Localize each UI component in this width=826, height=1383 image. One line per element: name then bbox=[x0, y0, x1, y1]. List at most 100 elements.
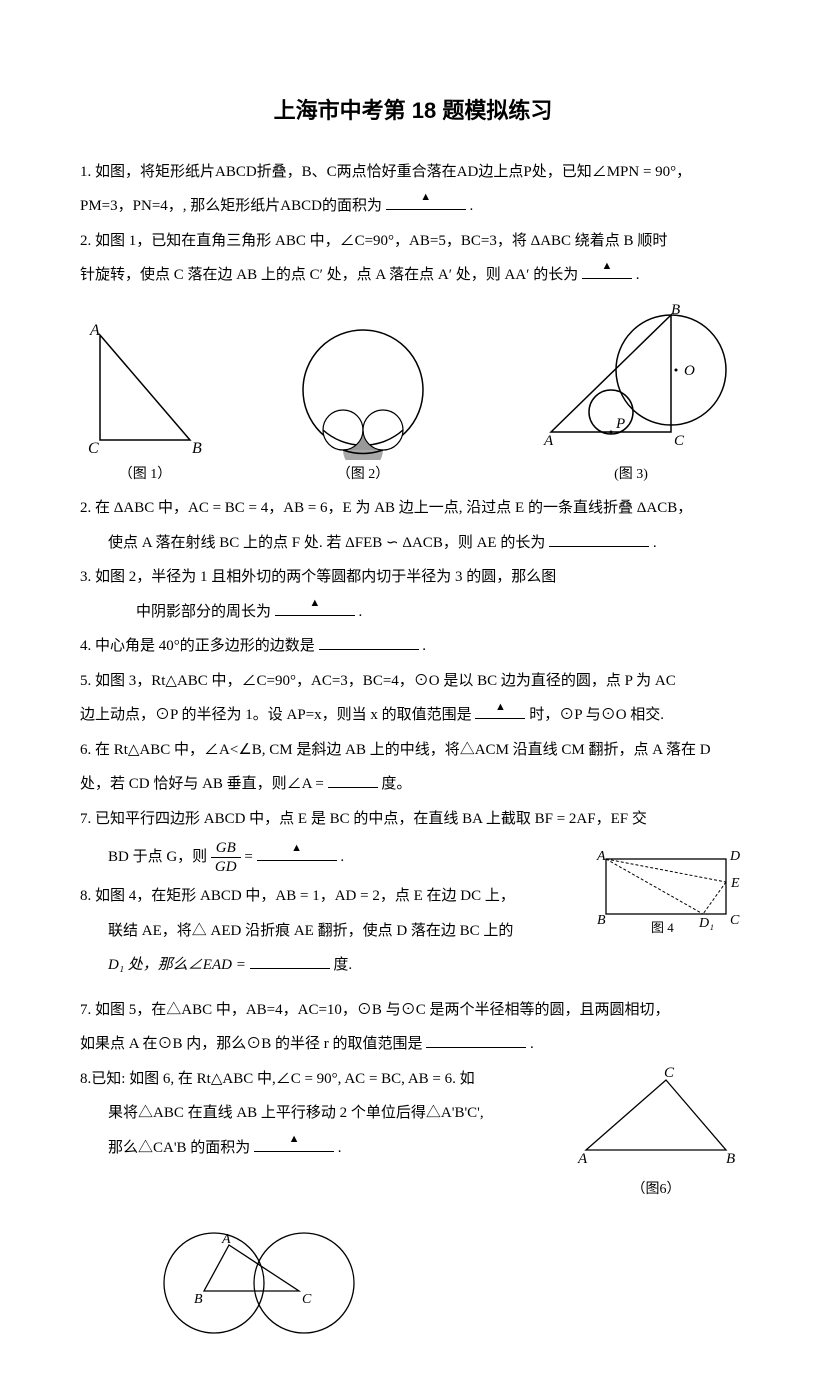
figure-6: A B C （图6） bbox=[566, 1065, 746, 1204]
q2-2-text-c: . bbox=[653, 535, 657, 551]
q7-text-b: BD 于点 G，则 bbox=[108, 849, 207, 865]
question-2b: 针旋转，使点 C 落在边 AB 上的点 C′ 处，点 A 落在点 A′ 处，则 … bbox=[80, 261, 746, 290]
fig3-label-p: P bbox=[615, 416, 625, 432]
fig3-caption: (图 3) bbox=[516, 462, 746, 489]
question-2: 2. 如图 1，已知在直角三角形 ABC 中，∠C=90°，AB=5，BC=3，… bbox=[80, 227, 746, 256]
page-title: 上海市中考第 18 题模拟练习 bbox=[80, 90, 746, 132]
frac-den: GD bbox=[211, 858, 241, 876]
q1-text-c: . bbox=[469, 198, 473, 214]
question-7-2b: 如果点 A 在⊙B 内，那么⊙B 的半径 r 的取值范围是 . bbox=[80, 1030, 746, 1059]
question-5: 5. 如图 3，Rt△ABC 中，∠C=90°，AC=3，BC=4，⊙O 是以 … bbox=[80, 667, 746, 696]
q8-text-b: 联结 AE，将△ AED 沿折痕 AE 翻折，使点 D 落在边 BC 上的 bbox=[108, 923, 513, 939]
frac-num: GB bbox=[211, 839, 241, 858]
fig4-label-e: E bbox=[730, 876, 740, 891]
question-3b: 中阴影部分的周长为 . bbox=[80, 598, 746, 627]
fig1-label-b: B bbox=[192, 440, 202, 457]
fig1-caption: （图 1） bbox=[80, 462, 210, 489]
q7-2-text-a: 7. 如图 5，在△ABC 中，AB=4，AC=10，⊙B 与⊙C 是两个半径相… bbox=[80, 1002, 669, 1018]
figure-3-svg: A B C O P bbox=[516, 300, 746, 460]
figure-2: （图 2） bbox=[293, 320, 433, 489]
fig1-label-c: C bbox=[88, 440, 99, 457]
q3-blank bbox=[275, 599, 355, 616]
q8-text-c: D₁ 处，那么∠EAD = bbox=[108, 957, 246, 973]
question-8c: D₁ 处，那么∠EAD = 度. bbox=[80, 951, 579, 980]
question-8: 8. 如图 4，在矩形 ABCD 中，AB = 1，AD = 2，点 E 在边 … bbox=[80, 882, 579, 911]
fig4-label-c: C bbox=[730, 913, 740, 928]
fig6-label-c: C bbox=[664, 1065, 675, 1081]
q8-2-text-c: 那么△CA'B 的面积为 bbox=[108, 1140, 250, 1156]
fig1-label-a: A bbox=[89, 322, 100, 339]
fig3-label-o: O bbox=[684, 363, 695, 379]
fig6-label-a: A bbox=[577, 1151, 588, 1167]
q7-2-blank bbox=[426, 1032, 526, 1049]
q1-text-a: 1. 如图，将矩形纸片ABCD折叠，B、C两点恰好重合落在AD边上点P处，已知∠… bbox=[80, 164, 691, 180]
q3-text-b: 中阴影部分的周长为 bbox=[136, 604, 271, 620]
q8-2-text-d: . bbox=[338, 1140, 342, 1156]
q2-blank bbox=[582, 263, 632, 280]
q6-text-c: 度。 bbox=[381, 776, 411, 792]
q6-text-b: 处，若 CD 恰好与 AB 垂直，则∠A = bbox=[80, 776, 324, 792]
question-8-2b: 果将△ABC 在直线 AB 上平行移动 2 个单位后得△A'B'C', bbox=[80, 1099, 554, 1128]
fig4-label-d: D bbox=[729, 849, 740, 864]
q8-2-row: 8.已知: 如图 6, 在 Rt△ABC 中,∠C = 90°, AC = BC… bbox=[80, 1065, 746, 1204]
fig4-caption: 图 4 bbox=[651, 920, 674, 935]
figure-4: A D B C E D₁ 图 4 bbox=[591, 847, 746, 937]
bottom-figures: A B C bbox=[80, 1213, 746, 1343]
q5-text-a: 5. 如图 3，Rt△ABC 中，∠C=90°，AC=3，BC=4，⊙O 是以 … bbox=[80, 673, 676, 689]
figure-2-svg bbox=[293, 320, 433, 460]
q5-text-c: 时，⊙P 与⊙O 相交. bbox=[529, 707, 664, 723]
q7-2-text-b: 如果点 A 在⊙B 内，那么⊙B 的半径 r 的取值范围是 bbox=[80, 1036, 423, 1052]
q2-text-c: . bbox=[636, 267, 640, 283]
question-8-2c: 那么△CA'B 的面积为 . bbox=[80, 1134, 554, 1163]
q8-text-d: 度. bbox=[333, 957, 352, 973]
question-3: 3. 如图 2，半径为 1 且相外切的两个等圆都内切于半径为 3 的圆，那么图 bbox=[80, 563, 746, 592]
figure-3: A B C O P (图 3) bbox=[516, 300, 746, 489]
question-4: 4. 中心角是 40°的正多边形的边数是 . bbox=[80, 632, 746, 661]
q7-fraction: GB GD bbox=[211, 839, 241, 876]
question-6b: 处，若 CD 恰好与 AB 垂直，则∠A = 度。 bbox=[80, 770, 746, 799]
figure-5: A B C bbox=[144, 1213, 374, 1343]
q6-blank bbox=[328, 772, 378, 789]
figure-4-svg: A D B C E D₁ 图 4 bbox=[591, 847, 746, 937]
q5-blank bbox=[475, 703, 525, 720]
q7-q8-row: BD 于点 G，则 GB GD = . 8. 如图 4，在矩形 ABCD 中，A… bbox=[80, 839, 746, 986]
q3-text-a: 3. 如图 2，半径为 1 且相外切的两个等圆都内切于半径为 3 的圆，那么图 bbox=[80, 569, 556, 585]
q8-2-blank bbox=[254, 1135, 334, 1152]
q8-2-text-a: 8.已知: 如图 6, 在 Rt△ABC 中,∠C = 90°, AC = BC… bbox=[80, 1071, 475, 1087]
fig4-label-d1: D₁ bbox=[698, 916, 714, 931]
q2-2-blank bbox=[549, 530, 649, 547]
q7-2-text-c: . bbox=[530, 1036, 534, 1052]
figure-5-svg: A B C bbox=[144, 1213, 374, 1343]
question-7-2: 7. 如图 5，在△ABC 中，AB=4，AC=10，⊙B 与⊙C 是两个半径相… bbox=[80, 996, 746, 1025]
question-7b: BD 于点 G，则 GB GD = . bbox=[80, 839, 579, 876]
fig3-label-b: B bbox=[671, 302, 680, 318]
figure-1-svg: A C B bbox=[80, 320, 210, 460]
q8-blank bbox=[250, 953, 330, 970]
q1-blank bbox=[386, 194, 466, 211]
question-8-2: 8.已知: 如图 6, 在 Rt△ABC 中,∠C = 90°, AC = BC… bbox=[80, 1065, 554, 1094]
q7-text-a: 7. 已知平行四边形 ABCD 中，点 E 是 BC 的中点，在直线 BA 上截… bbox=[80, 811, 647, 827]
q4-text-c: . bbox=[422, 638, 426, 654]
q7-blank bbox=[257, 845, 337, 862]
q1-text-b: PM=3，PN=4，, 那么矩形纸片ABCD的面积为 bbox=[80, 198, 382, 214]
fig5-label-c: C bbox=[302, 1292, 312, 1307]
fig4-label-a: A bbox=[596, 849, 606, 864]
question-1: 1. 如图，将矩形纸片ABCD折叠，B、C两点恰好重合落在AD边上点P处，已知∠… bbox=[80, 158, 746, 187]
q5-text-b: 边上动点，⊙P 的半径为 1。设 AP=x，则当 x 的取值范围是 bbox=[80, 707, 472, 723]
question-2-2: 2. 在 ΔABC 中，AC = BC = 4，AB = 6，E 为 AB 边上… bbox=[80, 494, 746, 523]
fig6-label-b: B bbox=[726, 1151, 735, 1167]
q2-2-text-a: 2. 在 ΔABC 中，AC = BC = 4，AB = 6，E 为 AB 边上… bbox=[80, 500, 692, 516]
figure-1: A C B （图 1） bbox=[80, 320, 210, 489]
question-1b: PM=3，PN=4，, 那么矩形纸片ABCD的面积为 . bbox=[80, 192, 746, 221]
q7-equals: = bbox=[244, 849, 256, 865]
q4-text: 4. 中心角是 40°的正多边形的边数是 bbox=[80, 638, 315, 654]
question-8b: 联结 AE，将△ AED 沿折痕 AE 翻折，使点 D 落在边 BC 上的 bbox=[80, 917, 579, 946]
figures-row-1: A C B （图 1） （图 2） A B C O P bbox=[80, 300, 746, 489]
q4-blank bbox=[319, 634, 419, 651]
q3-text-c: . bbox=[359, 604, 363, 620]
fig4-label-b: B bbox=[597, 913, 606, 928]
q7-text-c: . bbox=[340, 849, 344, 865]
fig3-label-c: C bbox=[674, 433, 685, 449]
q6-text-a: 6. 在 Rt△ABC 中，∠A<∠B, CM 是斜边 AB 上的中线，将△AC… bbox=[80, 742, 711, 758]
question-7: 7. 已知平行四边形 ABCD 中，点 E 是 BC 的中点，在直线 BA 上截… bbox=[80, 805, 746, 834]
